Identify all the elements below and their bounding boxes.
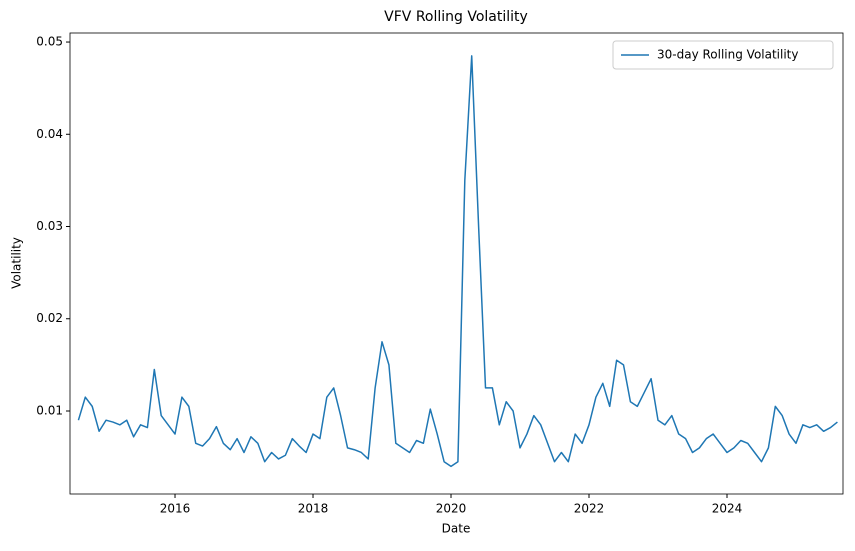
legend-box bbox=[612, 40, 834, 70]
y-tick-label: 0.05 bbox=[36, 35, 63, 49]
plot-frame bbox=[69, 32, 844, 495]
x-tick-label: 2020 bbox=[436, 502, 467, 516]
y-tick-label: 0.03 bbox=[36, 219, 63, 233]
x-tick-label: 2022 bbox=[574, 502, 605, 516]
y-tick-label: 0.02 bbox=[36, 311, 63, 325]
legend-label: 30-day Rolling Volatility bbox=[657, 48, 799, 62]
x-tick-label: 2018 bbox=[298, 502, 329, 516]
x-tick-label: 2016 bbox=[160, 502, 191, 516]
line-series bbox=[77, 55, 838, 468]
x-tick-label: 2024 bbox=[712, 502, 743, 516]
chart-title: VFV Rolling Volatility bbox=[384, 9, 528, 25]
y-tick-label: 0.01 bbox=[36, 403, 63, 417]
y-tick-label: 0.04 bbox=[36, 127, 63, 141]
x-axis-label: Date bbox=[442, 522, 471, 536]
y-axis-label: Volatility bbox=[10, 237, 24, 289]
